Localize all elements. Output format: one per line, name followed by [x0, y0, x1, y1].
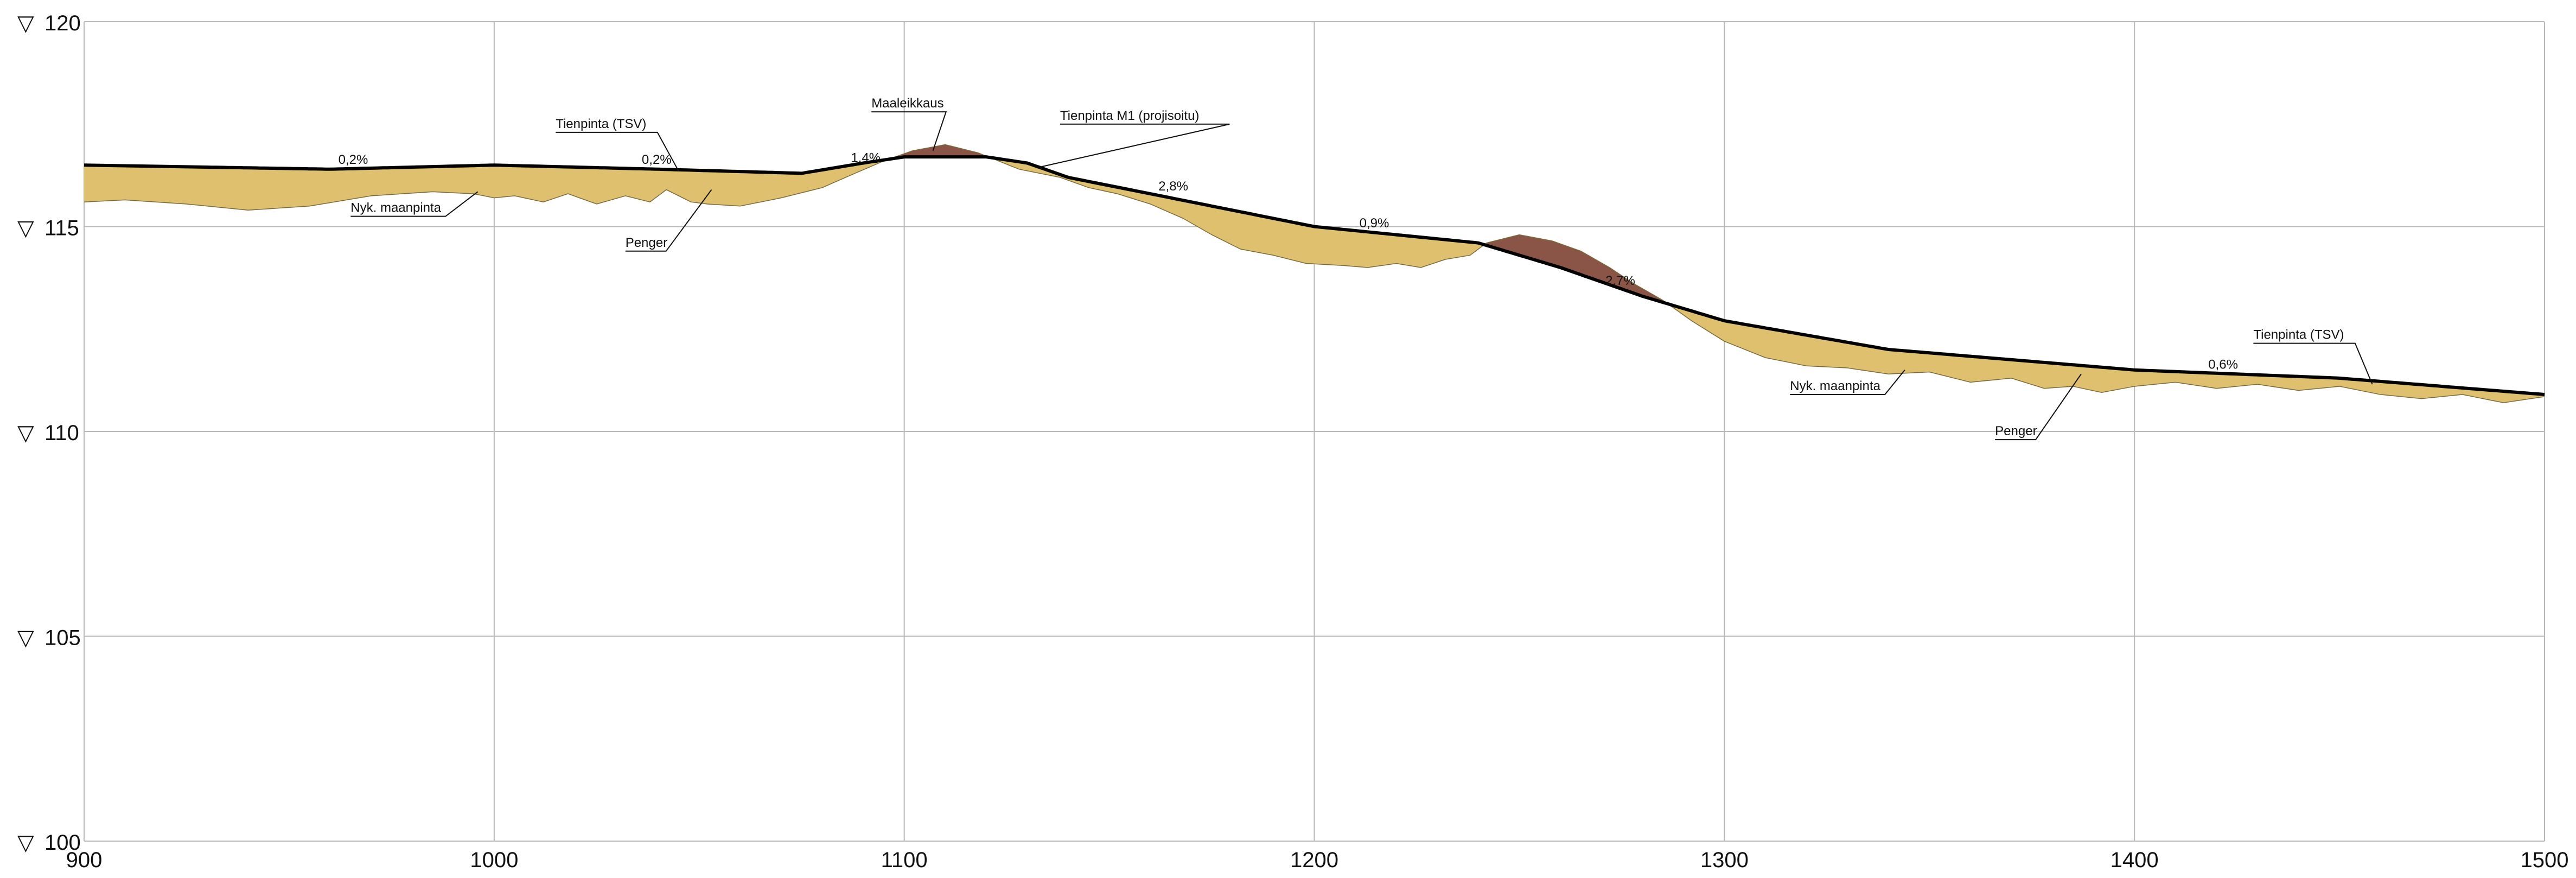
x-tick-label: 1500 — [2521, 848, 2569, 872]
x-tick-label: 1400 — [2110, 848, 2159, 872]
annotation-label: Tienpinta (TSV) — [556, 117, 646, 131]
x-tick-label: 1000 — [470, 848, 518, 872]
x-tick-label: 1100 — [881, 848, 928, 872]
annotation-label: Maaleikkaus — [871, 96, 943, 111]
grade-label: 2,7% — [1605, 273, 1635, 288]
grid — [84, 21, 2545, 842]
annotation-leader — [556, 131, 679, 172]
annotation-label: Tienpinta M1 (projisoitu) — [1060, 109, 1200, 123]
annotation-label: Nyk. maanpinta — [1790, 379, 1880, 393]
y-tick-symbol: ▽ — [17, 626, 34, 650]
grade-label: 0,2% — [642, 152, 672, 167]
y-tick-label: 110 — [44, 421, 79, 445]
grade-label: 2,8% — [1158, 179, 1188, 194]
x-tick-label: 900 — [66, 848, 103, 872]
series-nyk-maanpinta-line — [84, 144, 2545, 403]
y-tick-symbol: ▽ — [17, 831, 34, 855]
y-tick-label: 100 — [44, 831, 81, 855]
annotation-leader — [1790, 370, 1905, 396]
annotation-leader — [350, 191, 479, 217]
annotation-leader — [871, 111, 947, 151]
y-tick-symbol: ▽ — [17, 217, 34, 240]
embankment-area — [84, 159, 888, 211]
y-tick-symbol: ▽ — [17, 421, 34, 445]
x-tick-label: 1300 — [1700, 848, 1749, 872]
soil-cut-area — [1482, 234, 1667, 304]
grade-label: 0,6% — [2208, 358, 2238, 372]
y-tick-label: 105 — [44, 626, 81, 650]
x-tick-label: 1200 — [1290, 848, 1338, 872]
grade-label: 0,9% — [1360, 216, 1389, 231]
y-tick-symbol: ▽ — [17, 11, 34, 35]
series-tienpinta-line — [84, 155, 2545, 396]
annotation-label: Penger — [626, 236, 667, 250]
y-tick-label: 115 — [44, 217, 79, 240]
annotation-label: Tienpinta (TSV) — [2253, 328, 2344, 342]
annotation-leader — [2253, 342, 2373, 385]
y-tick-label: 120 — [44, 11, 81, 35]
annotation-leader — [625, 189, 712, 252]
annotation-leader — [1995, 373, 2082, 441]
annotation-label: Penger — [1995, 424, 2037, 438]
grade-label: 1,4% — [851, 150, 881, 165]
annotation-leader — [1039, 123, 1230, 168]
profile-lines — [84, 144, 2545, 403]
grade-label: 0,2% — [339, 152, 368, 167]
chart-labels: 900 1000 1100 1200 1300 1400 1500 ▽ 100 ▽ 105 ▽ 110 ▽… — [17, 11, 2568, 872]
annotation-label: Nyk. maanpinta — [350, 201, 441, 215]
